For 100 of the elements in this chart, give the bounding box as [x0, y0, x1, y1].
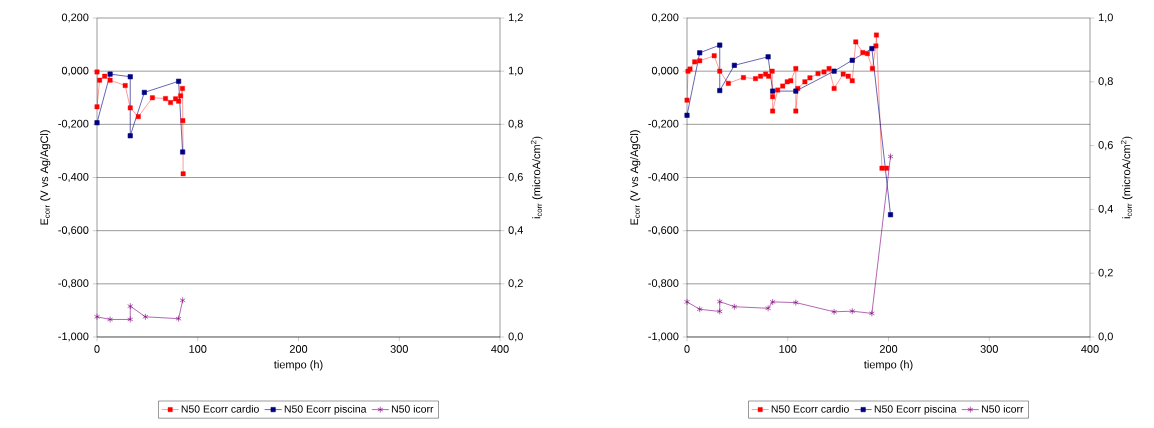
point — [716, 308, 723, 315]
y2-tick-label: 0,0 — [1098, 332, 1113, 342]
point — [731, 303, 738, 310]
y-tick-label: -1,000 — [648, 332, 679, 342]
y-tick-label: 0,000 — [61, 66, 89, 76]
point — [826, 66, 832, 71]
point — [853, 39, 859, 45]
point — [874, 32, 879, 38]
y2-tick-label: 0,8 — [508, 119, 523, 129]
point — [873, 43, 879, 49]
point — [692, 59, 698, 65]
point — [849, 78, 855, 84]
point — [741, 75, 746, 80]
y-tick-label: 0,200 — [61, 13, 89, 23]
point — [94, 69, 100, 75]
point — [142, 313, 149, 321]
y-tick-label: -0,400 — [648, 172, 679, 183]
x-tick-label: 100 — [779, 345, 797, 353]
legend-label: N50 Ecorr piscina — [284, 404, 367, 415]
x-axis-title: tiempo (h) — [864, 360, 913, 371]
point — [831, 308, 837, 316]
y-tick-label: 0,000 — [651, 66, 679, 76]
point — [731, 62, 737, 68]
y-tick-label: -1,000 — [58, 332, 89, 342]
y2-tick-label: 0,2 — [1098, 268, 1113, 278]
point — [684, 97, 690, 103]
point — [180, 86, 185, 91]
point — [127, 74, 133, 80]
y2-tick-label: 0,8 — [1098, 77, 1113, 87]
point — [711, 53, 717, 59]
x-tick-label: 0 — [684, 345, 690, 353]
x-axis-title: tiempo (h) — [274, 360, 323, 371]
y-tick-label: -0,600 — [648, 226, 679, 236]
y-tick-label: -0,800 — [58, 279, 89, 289]
point — [788, 78, 794, 84]
x-tick-label: 300 — [980, 345, 998, 353]
legend-label: N50 icorr — [391, 404, 434, 413]
point — [135, 114, 141, 120]
point — [127, 316, 134, 323]
point — [775, 87, 781, 93]
point — [127, 302, 134, 310]
point — [770, 108, 776, 114]
point — [127, 133, 133, 139]
point — [180, 149, 186, 155]
point — [141, 89, 147, 95]
point — [102, 73, 108, 79]
legend-label: N50 icorr — [981, 404, 1024, 413]
x-tick-label: 0 — [94, 345, 100, 353]
point — [176, 78, 182, 84]
y2-tick-label: 0,4 — [508, 226, 524, 236]
point — [168, 100, 173, 105]
point — [684, 112, 690, 118]
point — [765, 305, 771, 312]
x-tick-label: 300 — [390, 345, 408, 353]
x-tick-label: 400 — [1081, 345, 1099, 353]
point — [178, 93, 184, 99]
point — [793, 108, 799, 114]
point — [716, 298, 723, 305]
x-tick-label: 200 — [879, 345, 898, 353]
point — [869, 310, 875, 317]
point — [180, 118, 186, 123]
y2-tick-label: 0,6 — [1098, 141, 1113, 151]
point — [758, 73, 763, 79]
x-tick-label: 200 — [289, 345, 308, 353]
y2-tick-label: 0,2 — [508, 279, 523, 289]
y-axis-title: E$_{corr}$ (V vs Ag/AgCl) — [630, 130, 641, 225]
point — [725, 81, 731, 86]
point — [831, 86, 837, 91]
point — [107, 71, 113, 77]
y-tick-label: -0,200 — [58, 119, 89, 129]
y-axis-title: E$_{corr}$ (V vs Ag/AgCl) — [40, 130, 51, 225]
point — [127, 105, 133, 111]
y2-axis-title: i$_{corr}$ (microA/cm$^{2}$) — [530, 136, 543, 219]
y2-axis-title: i$_{corr}$ (microA/cm$^{2}$) — [1120, 136, 1133, 219]
point — [175, 315, 182, 322]
x-tick-label: 400 — [491, 345, 509, 353]
point — [684, 298, 690, 306]
y2-tick-label: 0,6 — [508, 172, 523, 183]
point — [180, 171, 186, 177]
point — [860, 50, 866, 55]
x-tick-label: 100 — [189, 345, 207, 353]
point — [150, 95, 155, 101]
point — [769, 68, 775, 74]
y2-tick-label: 0,4 — [1098, 204, 1114, 214]
point — [802, 79, 808, 85]
point — [870, 66, 875, 71]
y2-tick-label: 1,2 — [508, 13, 523, 23]
point — [94, 313, 100, 321]
point — [840, 71, 846, 77]
point — [696, 305, 703, 313]
y-tick-label: -0,400 — [58, 172, 89, 183]
point — [879, 165, 885, 171]
point — [849, 307, 856, 315]
point — [888, 212, 894, 218]
point — [849, 57, 855, 63]
point — [770, 94, 776, 100]
point — [793, 66, 799, 71]
point — [766, 73, 772, 79]
point — [94, 120, 100, 126]
point — [97, 77, 103, 83]
